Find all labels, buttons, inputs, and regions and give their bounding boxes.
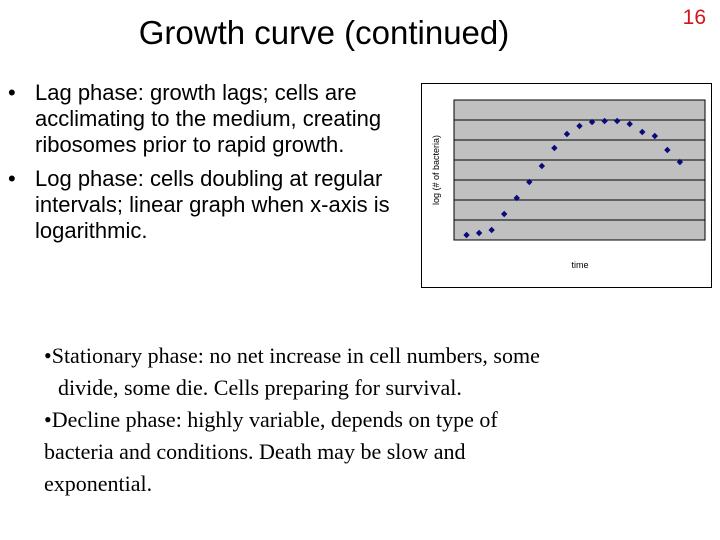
note-decline-line-2: bacteria and conditions. Death may be sl…: [44, 439, 466, 464]
bullet-lag-phase: • Lag phase: growth lags; cells are accl…: [6, 80, 416, 158]
data-point: [488, 226, 495, 234]
gridlines: [454, 119, 705, 221]
note-decline-line-3: exponential.: [44, 471, 153, 496]
note-stationary-line-1: •Stationary phase: no net increase in ce…: [44, 343, 540, 368]
note-decline-line-1: •Decline phase: highly variable, depends…: [44, 407, 498, 432]
data-point: [463, 231, 470, 239]
bullet-list: • Lag phase: growth lags; cells are accl…: [6, 80, 416, 252]
data-point: [513, 194, 520, 202]
data-point: [475, 229, 483, 237]
note-stationary-line-2: divide, some die. Cells preparing for su…: [58, 375, 462, 400]
phase-notes: •Stationary phase: no net increase in ce…: [44, 340, 694, 500]
data-point: [501, 210, 508, 218]
slide-title: Growth curve (continued): [138, 14, 510, 51]
plot-area: [453, 99, 706, 241]
chart-svg: log (# of bacteria) time: [431, 99, 706, 270]
bullet-marker: •: [8, 166, 16, 191]
bullet-text: Lag phase: growth lags; cells are acclim…: [35, 80, 382, 157]
data-point: [639, 128, 646, 136]
growth-curve-chart: log (# of bacteria) time: [421, 83, 712, 288]
y-axis-label: log (# of bacteria): [431, 135, 441, 205]
x-axis-label: time: [571, 260, 588, 270]
bullet-marker: •: [8, 80, 16, 105]
bullet-text: Log phase: cells doubling at regular int…: [35, 166, 390, 243]
bullet-log-phase: • Log phase: cells doubling at regular i…: [6, 166, 416, 244]
slide-number: 16: [682, 6, 706, 29]
data-point: [576, 122, 583, 130]
